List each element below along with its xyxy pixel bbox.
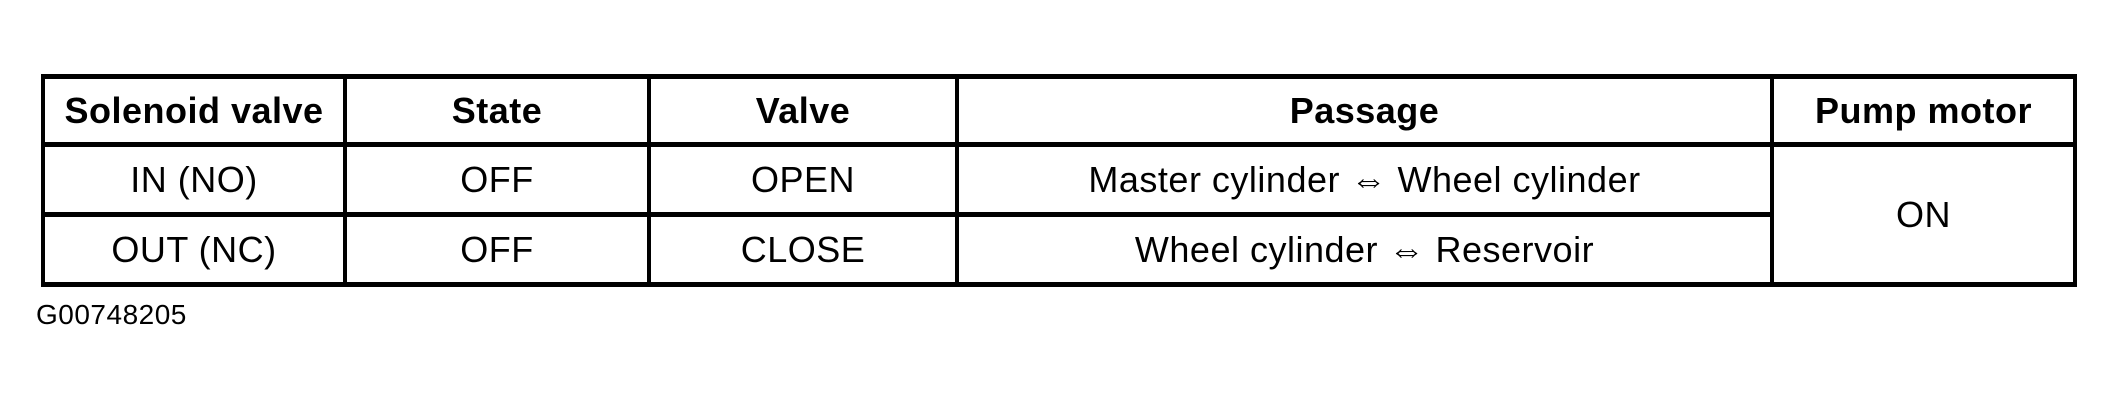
cell-passage-in: Master cylinder ⇔ Wheel cylinder: [955, 142, 1774, 217]
header-pump-motor: Pump motor: [1770, 74, 2077, 147]
header-passage: Passage: [955, 74, 1774, 147]
table-header-row: Solenoid valve State Valve Passage Pump …: [41, 74, 2077, 147]
cell-state-in: OFF: [343, 142, 651, 217]
table-row-in-solenoid: IN (NO) OFF OPEN Master cylinder ⇔ Wheel…: [41, 142, 2077, 287]
cell-pump-motor: ON: [1770, 142, 2077, 287]
figure-id-caption: G00748205: [36, 299, 187, 330]
cell-valve-out: CLOSE: [647, 212, 959, 287]
cell-valve-in: OPEN: [647, 142, 959, 217]
header-valve: Valve: [647, 74, 959, 147]
table-row-out-solenoid: OUT (NC) OFF CLOSE Wheel cylinder ⇔ Rese…: [41, 212, 2075, 287]
header-solenoid-valve: Solenoid valve: [41, 74, 347, 147]
cell-solenoid-valve-out: OUT (NC): [41, 212, 347, 287]
header-state: State: [343, 74, 651, 147]
cell-state-out: OFF: [343, 212, 651, 287]
solenoid-valve-state-table: Solenoid valve State Valve Passage Pump …: [41, 74, 2077, 287]
cell-passage-out: Wheel cylinder ⇔ Reservoir: [955, 212, 1774, 287]
cell-solenoid-valve-in: IN (NO): [41, 142, 347, 217]
